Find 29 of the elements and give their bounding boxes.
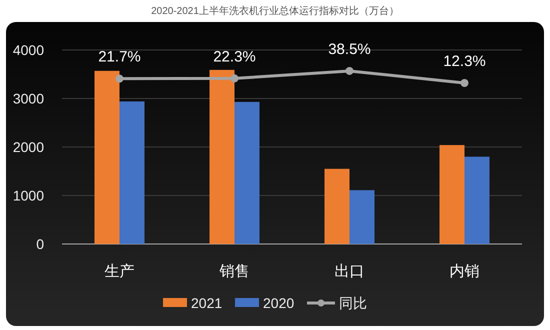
x-tick-label: 出口	[334, 263, 364, 280]
point	[346, 66, 354, 75]
data-label: 21.7%	[98, 48, 141, 66]
chart-title: 2020-2021上半年洗衣机行业总体运行指标对比（万台）	[151, 5, 399, 17]
bar	[234, 102, 260, 244]
y-tick-label: 4000	[12, 42, 44, 58]
data-label: 22.3%	[213, 48, 256, 66]
bar	[324, 168, 350, 244]
y-tick-label: 2000	[12, 139, 44, 155]
x-tick-label: 销售	[218, 263, 250, 280]
x-tick-label: 生产	[104, 263, 134, 280]
bar	[464, 156, 490, 244]
legend-label: 2021	[191, 295, 222, 311]
bar	[120, 101, 144, 244]
point	[460, 78, 468, 87]
bar	[440, 145, 464, 244]
y-tick-label: 3000	[12, 90, 44, 106]
x-tick-label: 内销	[450, 263, 480, 280]
point	[230, 74, 238, 82]
data-label: 38.5%	[328, 40, 371, 58]
y-tick-label: 1000	[12, 188, 44, 204]
legend-label: 同比	[339, 295, 367, 311]
y-tick-label: 0	[36, 236, 44, 252]
bar	[350, 190, 374, 244]
legend-label: 2020	[263, 295, 294, 311]
bar	[94, 70, 120, 244]
point	[116, 74, 124, 83]
bar	[210, 70, 234, 244]
data-label: 12.3%	[443, 52, 486, 70]
